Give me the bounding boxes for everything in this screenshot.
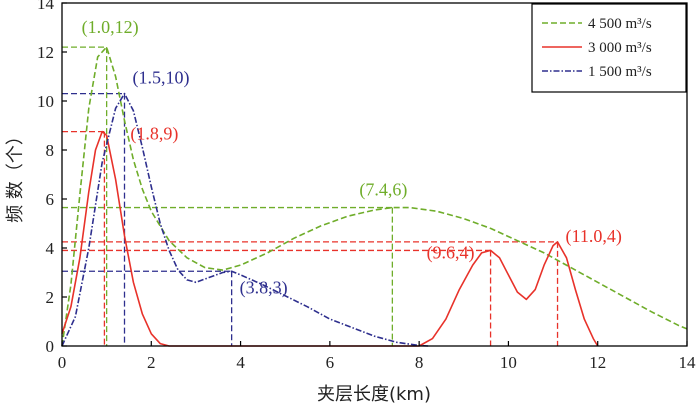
series-line xyxy=(61,92,429,347)
y-tick-label: 4 xyxy=(46,239,55,258)
x-tick-label: 8 xyxy=(415,353,424,372)
series-line xyxy=(61,46,688,347)
peak-label: (1.0,12) xyxy=(82,17,139,38)
peak-label: (9.6,4) xyxy=(427,242,475,263)
y-tick-label: 8 xyxy=(46,141,55,160)
series-line xyxy=(61,130,599,347)
x-tick-label: 6 xyxy=(326,353,335,372)
peak-label: (1.8,9) xyxy=(130,124,178,145)
y-tick-label: 12 xyxy=(37,43,54,62)
legend-label: 1 500 m³/s xyxy=(588,64,652,80)
x-axis-ticks: 0 2 4 6 8 10 12 14 xyxy=(58,341,696,372)
y-tick-label: 2 xyxy=(46,288,55,307)
y-axis-title: 频 数（个） xyxy=(5,127,26,223)
x-tick-label: 12 xyxy=(589,353,606,372)
peak-label: (3.8,3) xyxy=(240,277,288,298)
chart-marks: (1.0,12) (1.5,10) (1.8,9) (7.4,6) (3.8,3) (9.… xyxy=(61,17,688,347)
legend: 4 500 m³/s 3 000 m³/s 1 500 m³/s xyxy=(531,3,687,93)
y-axis-ticks: 0 2 4 6 8 10 12 14 xyxy=(37,0,67,356)
x-tick-label: 0 xyxy=(58,353,67,372)
legend-label: 4 500 m³/s xyxy=(588,16,652,32)
peak-label: (1.5,10) xyxy=(133,68,190,89)
legend-box xyxy=(531,3,687,93)
plot-frame xyxy=(61,2,688,347)
x-tick-label: 10 xyxy=(500,353,517,372)
x-tick-label: 2 xyxy=(147,353,156,372)
y-tick-label: 0 xyxy=(46,337,55,356)
x-tick-label: 4 xyxy=(236,353,245,372)
y-tick-label: 10 xyxy=(37,92,54,111)
x-tick-label: 14 xyxy=(679,353,697,372)
y-tick-label: 14 xyxy=(37,0,55,13)
y-tick-label: 6 xyxy=(46,190,55,209)
peak-label: (7.4,6) xyxy=(359,180,407,201)
x-axis-title: 夹层长度(km) xyxy=(317,384,431,405)
peak-label: (11.0,4) xyxy=(566,226,622,247)
legend-label: 3 000 m³/s xyxy=(588,40,652,56)
